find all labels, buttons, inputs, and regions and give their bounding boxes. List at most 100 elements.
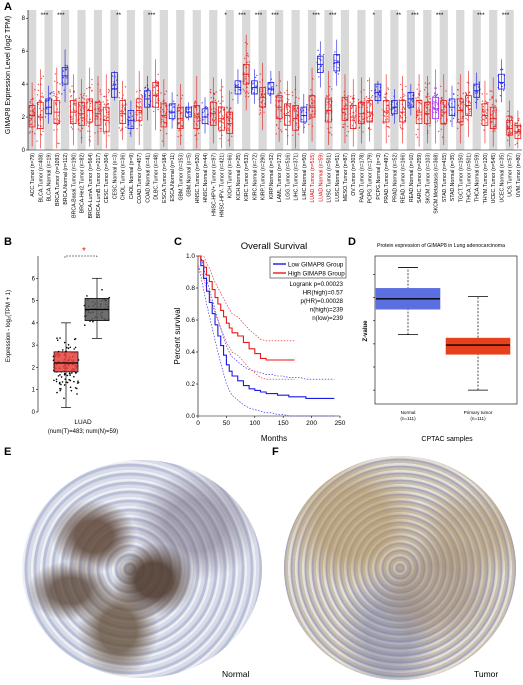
panel-a-category-label: BRCA.Tumor (n=1093)	[55, 153, 61, 206]
panel-a-point	[81, 127, 84, 130]
panel-a-point	[443, 105, 446, 108]
panel-a-point	[54, 73, 57, 75]
panel-a-point	[85, 124, 88, 126]
panel-a-point	[399, 124, 401, 126]
panel-a-point	[107, 113, 110, 116]
panel-a-category-label: PCPG.Tumor (n=179)	[368, 153, 374, 204]
panel-a-point	[227, 123, 230, 126]
panel-a-point	[269, 94, 271, 97]
panel-a-point	[279, 91, 282, 93]
panel-a-point	[41, 95, 44, 97]
panel-a-point	[351, 102, 353, 105]
panel-a-point	[461, 101, 463, 103]
panel-a-point	[100, 128, 102, 130]
panel-a-point	[122, 111, 125, 113]
panel-a-point	[384, 96, 387, 99]
panel-a-point	[359, 121, 362, 123]
panel-b-point	[69, 346, 72, 349]
ihc-core-tumor	[284, 456, 516, 680]
panel-a-point	[280, 129, 282, 131]
panel-a-point	[247, 95, 250, 98]
panel-a-point	[108, 88, 110, 91]
panel-a-point	[52, 90, 55, 93]
panel-a-point	[350, 95, 352, 98]
panel-a-point	[74, 98, 76, 100]
panel-a-point	[49, 96, 51, 99]
panel-c-ytick-label: 0.8	[186, 285, 195, 292]
panel-a-point	[325, 112, 328, 115]
panel-a-point	[506, 115, 508, 118]
panel-d-box	[445, 337, 511, 355]
panel-b-point	[69, 372, 71, 375]
panel-a-category-label: BLCA.Normal (n=19)	[47, 153, 53, 202]
panel-a-box	[382, 100, 390, 123]
panel-a-point	[441, 115, 444, 117]
panel-a-point	[425, 103, 428, 106]
panel-a-point	[73, 109, 76, 112]
panel-a-point	[429, 98, 431, 100]
panel-a-category-label: KICH.Tumor (n=66)	[228, 153, 234, 198]
panel-a-category-label: LAML.Tumor (n=173)	[277, 153, 283, 203]
panel-a-point	[164, 116, 166, 118]
panel-b-point	[101, 288, 103, 291]
panel-a-point	[153, 110, 155, 113]
panel-a-point	[365, 96, 368, 98]
panel-a-point	[440, 128, 442, 130]
panel-a-column-band	[406, 10, 415, 150]
panel-a-point	[71, 128, 74, 130]
panel-a-point	[261, 93, 263, 95]
panel-a-point	[42, 96, 44, 99]
panel-a-point	[165, 101, 167, 104]
panel-b-point	[73, 380, 75, 383]
panel-a-point	[367, 101, 369, 104]
panel-a-point	[462, 92, 464, 95]
panel-a-point	[351, 106, 353, 108]
panel-a-category-label: UCEC.Normal (n=35)	[499, 153, 505, 203]
panel-a-point	[79, 105, 81, 108]
panel-a-point	[358, 106, 361, 108]
panel-a-box	[292, 105, 299, 131]
panel-a-point	[349, 101, 352, 103]
panel-b-point	[66, 374, 69, 377]
panel-a-point	[408, 104, 411, 106]
panel-a-point	[461, 124, 463, 126]
panel-b-point	[76, 382, 79, 384]
panel-b-caption: (num(T)=483; num(N)=59)	[48, 429, 118, 435]
panel-a-point	[285, 107, 288, 109]
panel-a-point	[399, 83, 402, 86]
panel-b-ytick-label: 1	[32, 388, 36, 394]
panel-b-point	[73, 375, 75, 378]
panel-b-point	[74, 372, 77, 374]
panel-a-point	[157, 80, 159, 83]
panel-a-category-label: UCEC.Tumor (n=545)	[491, 153, 497, 204]
panel-a-point	[392, 107, 394, 110]
panel-a-point	[292, 134, 294, 136]
panel-a-category-label: CHOL.Normal (n=9)	[129, 153, 135, 200]
panel-a-category-label: HNSC.Normal (n=44)	[203, 153, 209, 203]
panel-a-point	[162, 108, 164, 111]
panel-a-significance: **	[116, 12, 122, 19]
panel-a-point	[78, 97, 81, 99]
panel-a-point	[206, 106, 209, 109]
panel-a-point	[71, 118, 73, 121]
panel-c-ytick-label: 0.0	[186, 413, 195, 420]
panel-a-point	[201, 102, 203, 104]
panel-a-point	[337, 67, 339, 69]
panel-a-point	[312, 78, 314, 80]
panel-a-point	[197, 132, 200, 135]
panel-a-point	[268, 87, 270, 89]
panel-a-point	[362, 118, 364, 120]
panel-a-point	[53, 129, 55, 131]
panel-c-stat: n(low)=239	[312, 315, 343, 322]
panel-a-point	[70, 121, 73, 123]
panel-a-point	[222, 109, 225, 111]
panel-a-box	[152, 82, 159, 108]
panel-a-point	[51, 91, 53, 94]
panel-a-point	[330, 97, 333, 99]
panel-a-point	[424, 82, 426, 84]
panel-a-point	[310, 114, 312, 117]
panel-a-point	[118, 127, 121, 129]
panel-a-point	[330, 126, 332, 129]
panel-a-point	[515, 132, 518, 134]
panel-a-point	[197, 115, 199, 117]
